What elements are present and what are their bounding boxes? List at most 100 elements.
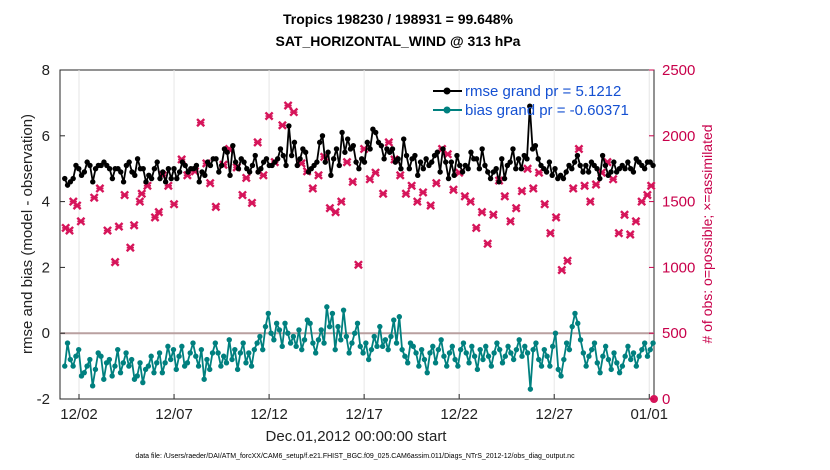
- rmse-point: [440, 146, 446, 152]
- rmse-point: [202, 172, 208, 178]
- bias-point: [388, 333, 394, 340]
- bias-point: [62, 363, 68, 369]
- rmse-point: [162, 179, 169, 185]
- rmse-point: [496, 179, 502, 185]
- rmse-point: [342, 149, 348, 155]
- bias-point: [469, 343, 475, 350]
- obs-count-marker: [646, 181, 656, 191]
- x-tick-label: 12/27: [535, 406, 573, 423]
- rmse-point: [134, 156, 141, 162]
- bias-point: [438, 337, 444, 343]
- bias-point: [641, 340, 648, 346]
- rmse-point: [249, 162, 256, 169]
- bias-point: [572, 310, 578, 317]
- obs-count-marker: [418, 187, 428, 197]
- rmse-point: [160, 169, 166, 175]
- bias-point: [541, 346, 548, 353]
- bias-point: [566, 346, 573, 353]
- obs-count-marker: [466, 197, 476, 207]
- obs-count-marker: [528, 183, 538, 193]
- bias-point: [391, 317, 397, 323]
- rmse-point: [543, 169, 550, 175]
- y-tick-label: 2: [42, 259, 50, 276]
- obs-count-marker: [608, 174, 618, 184]
- obs-count-marker: [574, 144, 584, 154]
- bias-point: [220, 353, 227, 359]
- bias-point: [354, 320, 361, 327]
- bias-point: [145, 363, 152, 369]
- bias-point: [126, 363, 132, 369]
- bias-point: [647, 346, 653, 353]
- x-axis-label: Dec.01,2012 00:00:00 start: [266, 428, 448, 445]
- bias-point: [416, 363, 422, 369]
- bias-point: [363, 340, 369, 346]
- bias-point: [357, 343, 363, 350]
- bias-point: [198, 346, 205, 353]
- bias-point: [524, 350, 531, 356]
- bias-point: [262, 323, 269, 330]
- bias-point: [310, 340, 316, 346]
- bias-point: [488, 363, 495, 369]
- bias-point: [223, 360, 230, 366]
- rmse-point: [457, 162, 463, 169]
- legend-bias-label: bias grand pr = -0.60371: [465, 102, 629, 119]
- rmse-point: [76, 166, 82, 172]
- bias-point: [184, 360, 191, 366]
- rmse-point: [389, 146, 396, 152]
- obs-count-marker: [289, 107, 299, 117]
- bias-point: [497, 346, 503, 353]
- bias-point: [510, 356, 517, 363]
- obs-count-marker: [568, 183, 578, 193]
- obs-count-marker: [378, 189, 388, 199]
- obs-count-marker: [431, 178, 441, 188]
- rmse-point: [118, 169, 124, 175]
- bias-point: [522, 343, 528, 350]
- obs-count-marker: [238, 190, 247, 200]
- rmse-point: [641, 166, 648, 172]
- bias-point: [299, 346, 305, 353]
- bias-point: [170, 346, 177, 353]
- rmse-point: [499, 156, 505, 162]
- rmse-point: [527, 103, 533, 109]
- bias-point: [137, 360, 143, 366]
- rmse-point: [602, 162, 609, 169]
- obs-count-marker: [371, 168, 380, 178]
- bias-point: [117, 369, 124, 376]
- bias-point: [154, 360, 160, 366]
- bias-point: [371, 333, 377, 340]
- rmse-point: [140, 166, 146, 172]
- bias-point: [290, 333, 297, 340]
- rmse-point: [454, 152, 460, 159]
- bias-point: [480, 356, 486, 363]
- obs-count-marker: [488, 210, 498, 220]
- bias-point: [374, 343, 380, 350]
- bias-point: [112, 363, 118, 369]
- rmse-point: [650, 162, 656, 169]
- rmse-point: [367, 146, 373, 152]
- obs-count-marker: [114, 222, 124, 232]
- bias-point: [589, 346, 595, 353]
- x-tick-label: 12/22: [440, 406, 478, 423]
- bias-point: [432, 360, 439, 366]
- legend-rmse-label: rmse grand pr = 5.1212: [465, 83, 621, 100]
- rmse-point: [90, 179, 96, 185]
- rmse-point: [625, 159, 631, 165]
- rmse-point: [395, 156, 401, 162]
- bias-point: [329, 310, 336, 317]
- obs-count-marker: [331, 207, 341, 217]
- rmse-point: [560, 175, 567, 182]
- bias-point: [179, 343, 185, 350]
- bias-point: [229, 356, 235, 363]
- obs-count-marker: [76, 216, 86, 226]
- rmse-point: [563, 169, 569, 175]
- bias-point: [240, 340, 246, 346]
- bias-point: [583, 363, 589, 369]
- bias-point: [123, 350, 129, 356]
- bias-point: [399, 346, 405, 353]
- obs-count-marker: [631, 216, 641, 226]
- rmse-point: [81, 169, 88, 175]
- rmse-point: [182, 162, 188, 169]
- bias-point: [352, 330, 358, 336]
- rmse-point: [468, 149, 474, 155]
- obs-count-marker: [625, 230, 635, 239]
